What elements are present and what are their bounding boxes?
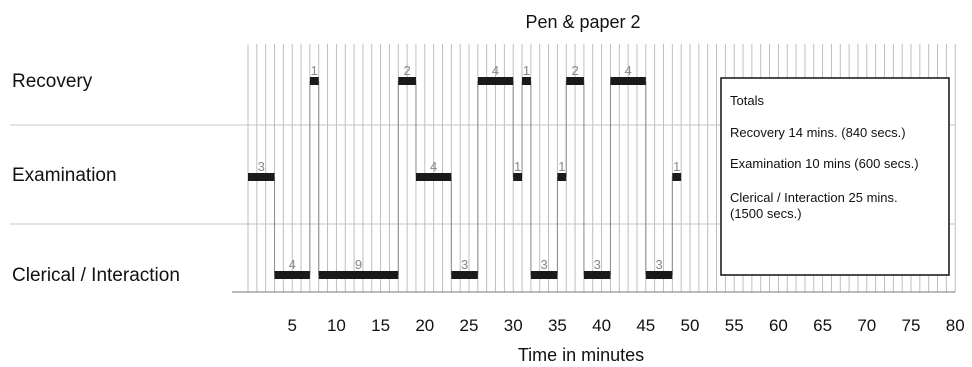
duration-label: 4 <box>289 257 296 272</box>
totals-box-frame <box>720 77 950 276</box>
x-tick-label: 30 <box>504 316 523 335</box>
duration-label: 2 <box>404 63 411 78</box>
totals-clerical-secs: (1500 secs.) <box>730 206 802 221</box>
activity-bar <box>513 173 523 181</box>
x-tick-label: 65 <box>813 316 832 335</box>
x-tick-label: 45 <box>636 316 655 335</box>
row-label: Examination <box>12 165 117 186</box>
totals-clerical: Clerical / Interaction 25 mins. <box>730 190 898 205</box>
activity-bar <box>451 271 478 279</box>
x-tick-label: 10 <box>327 316 346 335</box>
totals-recovery: Recovery 14 mins. (840 secs.) <box>730 125 906 140</box>
x-tick-label: 40 <box>592 316 611 335</box>
x-tick-label: 50 <box>681 316 700 335</box>
activity-bar <box>557 173 567 181</box>
x-tick-label: 20 <box>415 316 434 335</box>
activity-bar <box>477 77 514 85</box>
activity-bar <box>530 271 558 279</box>
activity-bar <box>309 77 319 85</box>
duration-label: 1 <box>673 159 680 174</box>
activity-bar <box>398 77 416 85</box>
x-tick-label: 15 <box>371 316 390 335</box>
duration-label: 3 <box>541 257 548 272</box>
duration-label: 1 <box>523 63 530 78</box>
row-label: Recovery <box>12 71 93 92</box>
duration-label: 1 <box>514 159 521 174</box>
chart-title: Pen & paper 2 <box>525 12 640 32</box>
duration-label: 1 <box>311 63 318 78</box>
activity-bar <box>415 173 452 181</box>
duration-label: 9 <box>355 257 362 272</box>
row-label-layer: Recovery Examination Clerical / Interactio… <box>12 71 180 286</box>
activity-bar <box>274 271 310 279</box>
x-tick-label: 70 <box>857 316 876 335</box>
activity-bar <box>583 271 611 279</box>
duration-label: 2 <box>571 63 578 78</box>
duration-label: 3 <box>461 257 468 272</box>
activity-bar <box>566 77 584 85</box>
activity-bar <box>318 271 399 279</box>
x-tick-label: 75 <box>902 316 921 335</box>
duration-label: 3 <box>594 257 601 272</box>
totals-heading: Totals <box>730 93 764 108</box>
x-tick-label: 5 <box>287 316 296 335</box>
connector-layer <box>274 81 673 275</box>
activity-bar <box>522 77 531 85</box>
duration-label: 4 <box>625 63 632 78</box>
totals-box: Totals Recovery 14 mins. (840 secs.) Exa… <box>720 77 950 276</box>
row-label: Clerical / Interaction <box>12 265 180 286</box>
x-tick-label: 55 <box>725 316 744 335</box>
segment-layer: 3 4 1 9 2 4 3 4 1 1 3 1 2 3 4 3 1 <box>248 63 682 279</box>
x-tick-layer: 5 10 15 20 25 30 35 40 45 50 55 60 65 70 75 80 <box>287 316 964 335</box>
duration-label: 4 <box>430 159 437 174</box>
x-tick-label: 35 <box>548 316 567 335</box>
activity-bar <box>610 77 646 85</box>
duration-label: 3 <box>655 257 662 272</box>
activity-bar <box>645 271 673 279</box>
x-tick-label: 80 <box>946 316 965 335</box>
x-tick-label: 25 <box>460 316 479 335</box>
activity-bar <box>672 173 682 181</box>
duration-label: 4 <box>492 63 499 78</box>
x-axis-label: Time in minutes <box>518 345 644 365</box>
duration-label: 1 <box>558 159 565 174</box>
totals-examination: Examination 10 mins (600 secs.) <box>730 156 919 171</box>
x-tick-label: 60 <box>769 316 788 335</box>
duration-label: 3 <box>258 159 265 174</box>
activity-bar <box>248 173 275 181</box>
